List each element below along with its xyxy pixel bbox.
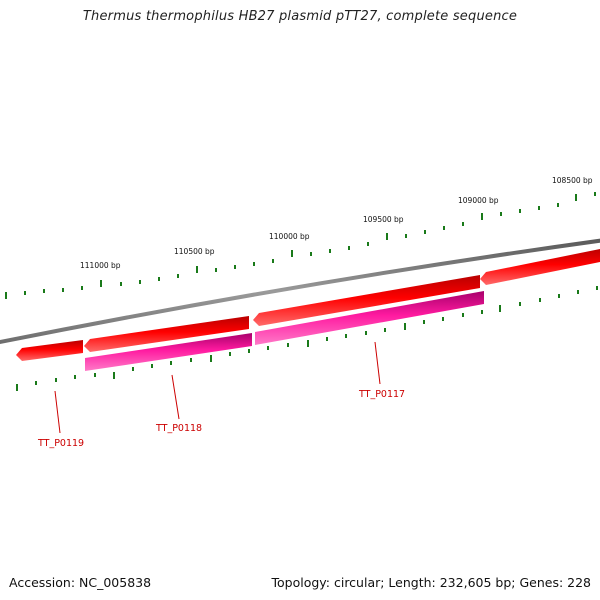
ruler-label-110500: 110500 bp — [174, 247, 215, 256]
gene-label-tt-p0117[interactable]: TT_P0117 — [358, 389, 405, 400]
ruler-label-109500: 109500 bp — [363, 215, 404, 224]
ruler-label-110000: 110000 bp — [269, 232, 310, 241]
gene-arrow-next-forward[interactable] — [480, 248, 600, 285]
gene-arrow-tt-p0118-forward[interactable] — [84, 316, 249, 352]
gene-label-tt-p0119[interactable]: TT_P0119 — [37, 438, 84, 449]
gene-arrow-tt-p0117-forward[interactable] — [253, 275, 480, 326]
inner-ruler-ticks — [16, 286, 598, 391]
gene-leader-lines — [54, 341, 381, 434]
ruler-label-109000: 109000 bp — [458, 196, 499, 205]
plasmid-backbone — [0, 238, 600, 345]
ruler-label-111000: 111000 bp — [80, 261, 121, 270]
magenta-cds-track — [85, 291, 484, 371]
gene-block-tt-p0117[interactable] — [255, 291, 484, 345]
forward-cds-track — [16, 248, 600, 361]
gene-label-tt-p0118[interactable]: TT_P0118 — [155, 423, 202, 434]
ruler-label-108500: 108500 bp — [552, 176, 593, 185]
gene-block-tt-p0118[interactable] — [85, 333, 252, 371]
topology-text: Topology: circular; Length: 232,605 bp; … — [271, 575, 592, 590]
outer-ruler-ticks — [5, 192, 596, 299]
map-title: Thermus thermophilus HB27 plasmid pTT27,… — [82, 9, 518, 24]
gene-arrow-tt-p0119-forward[interactable] — [16, 340, 83, 361]
accession-text: Accession: NC_005838 — [9, 575, 152, 590]
